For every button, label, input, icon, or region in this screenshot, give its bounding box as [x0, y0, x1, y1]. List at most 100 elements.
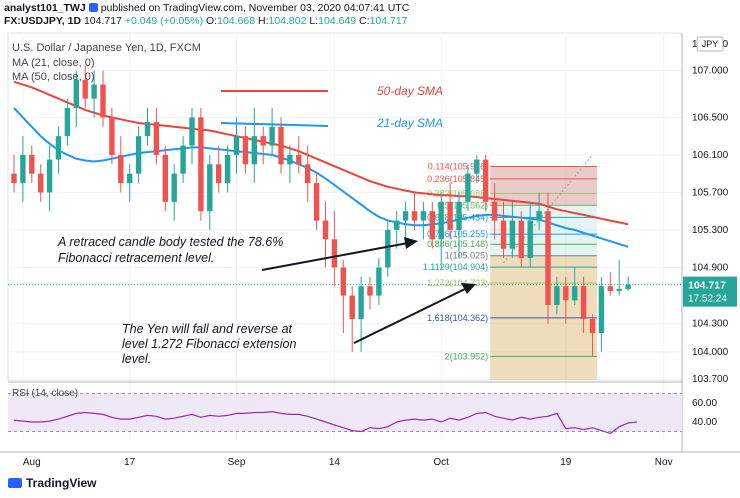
- ma50-line: [13, 80, 629, 226]
- candle-body-39: [358, 286, 364, 320]
- symbol-label: FX:USDJPY, 1D: [4, 15, 82, 27]
- current-price-value: 104.717: [688, 280, 726, 292]
- time-tick-4: Oct: [433, 457, 449, 468]
- candle-body-46: [420, 211, 427, 221]
- candle-body-6: [64, 108, 71, 137]
- price-tick-0: 104.000: [692, 347, 729, 358]
- sma-legend-label-1: 21-day SMA: [376, 116, 443, 130]
- rsi-band: [8, 393, 682, 432]
- fib-level-label-0.1: 0.114(105.976): [428, 162, 488, 172]
- sma-legend-label-0: 50-day SMA: [377, 84, 443, 98]
- last-price: 104.717: [83, 15, 122, 27]
- candle-body-18: [171, 173, 177, 202]
- candle-body-10: [100, 84, 106, 118]
- candle-body-26: [242, 136, 249, 165]
- price-pane: [7, 32, 683, 381]
- candle-body-9: [91, 84, 97, 99]
- time-tick-0: Aug: [23, 457, 41, 468]
- low-value: 104.649: [318, 15, 357, 27]
- ma21-line: [13, 107, 629, 248]
- candle-body-50: [456, 201, 462, 230]
- price-tick-5: 106.100: [692, 150, 729, 161]
- candle-body-30: [278, 126, 284, 165]
- fib-level-label-0.786: 0.786(105.255): [427, 229, 488, 239]
- price-change: +0.049 (+0.05%): [124, 15, 204, 27]
- annotation-2-line-0: The Yen will fall and reverse at: [122, 322, 293, 336]
- current-price-tag: [683, 276, 737, 307]
- candle-body-29: [269, 126, 275, 146]
- fib-level-label-0.236: 0.236(105.845): [427, 174, 488, 184]
- candle-body-23: [216, 164, 222, 184]
- candle-body-16: [153, 122, 160, 155]
- candle-body-14: [135, 136, 142, 174]
- candle-body-25: [233, 136, 240, 155]
- candle-body-43: [394, 220, 400, 230]
- low-label: L:: [309, 15, 319, 27]
- rsi-line: [13, 410, 638, 435]
- candle-body-56: [509, 220, 516, 249]
- candle-body-4: [46, 159, 53, 193]
- candle-body-63: [572, 286, 578, 301]
- fib-level-label-1: 1(105.025): [445, 251, 489, 261]
- candle-body-45: [411, 211, 418, 221]
- publish-info: published on TradingView.com, November 0…: [100, 2, 410, 14]
- annotation-1-arrow: [261, 242, 409, 271]
- candle-body-3: [38, 173, 44, 193]
- candle-body-44: [402, 211, 409, 221]
- candle-body-52: [474, 159, 480, 174]
- candle-body-34: [313, 183, 320, 221]
- candle-body-41: [376, 267, 382, 296]
- price-tick-6: 106.500: [692, 112, 729, 123]
- time-tick-3: 14: [329, 457, 341, 468]
- candle-body-21: [198, 117, 204, 212]
- candle-body-60: [545, 211, 551, 305]
- tradingview-icon: [88, 3, 98, 12]
- candle-body-24: [224, 154, 231, 184]
- fib-level-label-0.886: 0.886(105.148): [427, 239, 488, 249]
- candle-body-19: [180, 145, 186, 174]
- publish-header: analyst101_TWJ published on TradingView.c…: [4, 2, 409, 14]
- candle-body-59: [536, 211, 542, 221]
- candle-body-51: [465, 173, 471, 202]
- legend-ma50: MA (50, close, 0): [12, 71, 95, 83]
- price-tick-7: 107.000: [692, 66, 729, 77]
- candle-body-62: [563, 286, 569, 301]
- rsi-tick-0: 40.00: [692, 417, 717, 428]
- candle-body-58: [527, 220, 533, 259]
- sma-legend-line-1: [220, 122, 329, 127]
- candle-body-27: [251, 136, 257, 165]
- annotation-2-line-2: level.: [122, 352, 151, 366]
- candle-body-0: [11, 173, 17, 184]
- high-label: H:: [257, 15, 269, 27]
- candle-body-22: [207, 164, 213, 212]
- candle-body-31: [287, 154, 293, 165]
- close-value: 104.717: [369, 15, 408, 27]
- candle-body-40: [367, 286, 373, 296]
- footer-brand: TradingView: [26, 476, 97, 490]
- fib-level-label-2: 2(103.952): [445, 351, 489, 361]
- rsi-tick-1: 60.00: [692, 398, 717, 409]
- price-tick-1: 104.300: [692, 319, 729, 330]
- price-chart[interactable]: 0.114(105.976) 0.236(105.845) 0.382(105.68…: [0, 0, 740, 474]
- legend-ma21: MA (21, close, 0): [12, 57, 95, 69]
- candle-body-8: [82, 79, 88, 99]
- high-value: 104.802: [268, 15, 307, 27]
- tradingview-logo-icon: [8, 478, 22, 488]
- candle-body-2: [29, 154, 35, 174]
- candle-body-49: [447, 201, 453, 230]
- candle-body-66: [598, 286, 605, 334]
- ohlc-header: FX:USDJPY, 1D 104.717 +0.049 (+0.05%) O:…: [4, 15, 408, 27]
- candle-body-35: [322, 220, 329, 240]
- annotation-2-line-1: level 1.272 Fibonacci extension: [122, 337, 296, 351]
- fib-level-label-1.618: 1.618(104.362): [427, 313, 488, 323]
- candle-body-42: [385, 229, 391, 268]
- fib-level-label-0.5: 0.5(105.562): [437, 200, 488, 210]
- candle-body-7: [73, 79, 79, 109]
- price-axis-bg: [682, 33, 740, 441]
- tradingview-logo: TradingView: [8, 476, 96, 490]
- rsi-label: RSI (14, close): [12, 388, 78, 399]
- annotation-2-arrow: [353, 287, 468, 344]
- candle-body-67: [607, 286, 613, 291]
- candle-body-12: [118, 154, 124, 184]
- candle-body-54: [491, 201, 498, 221]
